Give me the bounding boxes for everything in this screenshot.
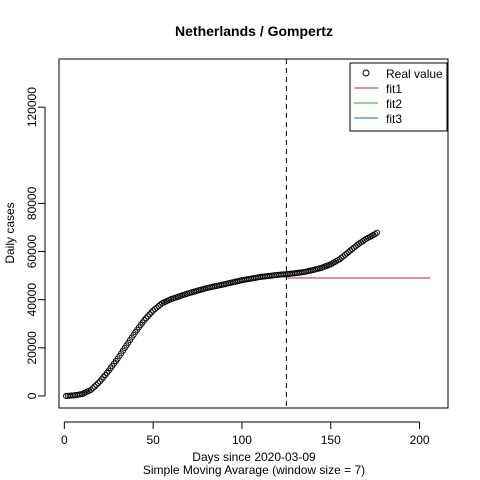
real-value-point [141,317,148,324]
y-axis-label: Daily cases [3,202,17,263]
real-value-point [373,229,380,236]
x-axis-label: Days since 2020-03-09 [192,450,316,464]
real-value-point [87,386,95,393]
y-tick-label: 60000 [25,235,39,269]
x-tick-label: 100 [232,433,252,447]
legend: Real value fit1 fit2 fit3 [349,62,448,132]
real-value-point [148,309,155,316]
legend-real-value-label: Real value [386,67,443,81]
chart-title: Netherlands / Gompertz [175,23,333,39]
y-tick-label: 40000 [25,283,39,317]
x-axis: 0 50 100 150 200 [61,421,430,447]
real-value-point [91,383,98,390]
real-value-point [142,315,150,322]
x-axis-sublabel: Simple Moving Avarage (window size = 7) [143,463,365,477]
legend-fit1-label: fit1 [386,82,402,96]
x-tick-label: 50 [146,433,160,447]
x-tick-label: 0 [61,433,68,447]
legend-fit3-label: fit3 [386,112,402,126]
x-tick-label: 200 [410,433,430,447]
plot-frame [58,58,449,409]
y-tick-label: 20000 [25,331,39,365]
y-axis: 0 20000 40000 60000 80000 120000 [25,87,46,399]
real-value-point [95,380,102,387]
legend-fit2-label: fit2 [386,97,402,111]
real-value-point [372,230,379,238]
y-tick-label: 80000 [25,186,39,220]
legend-box [349,62,448,132]
legend-real-value-marker [362,69,370,77]
real-value-point [89,385,96,392]
series-layer [63,229,431,400]
y-tick-label: 0 [25,392,39,399]
x-tick-label: 150 [321,433,341,447]
real-value-point [146,311,153,318]
real-value-point [93,381,100,388]
y-tick-label: 120000 [25,87,39,127]
real-value-point [144,313,151,320]
